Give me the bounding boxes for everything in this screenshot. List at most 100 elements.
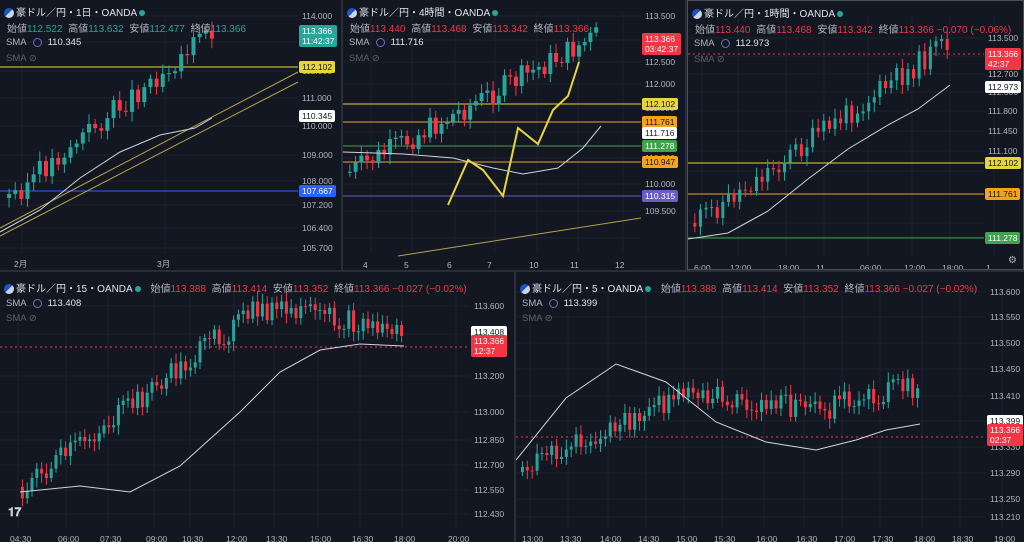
- time-tick-label: 16:00: [756, 534, 778, 542]
- candle-body: [284, 301, 288, 314]
- pane-header: 豪ドル／円・1時間・OANDA: [692, 5, 847, 20]
- price-tick-label: 113.500: [645, 11, 676, 21]
- time-tick-label: 7: [487, 260, 492, 270]
- candlestick-chart[interactable]: [0, 272, 514, 542]
- chart-pane-4h[interactable]: 豪ドル／円・4時間・OANDA 始値113.440 高値113.468 安値11…: [343, 0, 685, 270]
- sma-label: SMA: [522, 298, 543, 309]
- price-tag-value: 113.399: [990, 416, 1021, 426]
- candle-body: [44, 473, 48, 479]
- candlestick-chart[interactable]: [688, 1, 1023, 269]
- price-tick-label: 113.410: [990, 391, 1021, 401]
- sma-legend[interactable]: SMA 112.973: [694, 38, 769, 49]
- candle-body: [878, 80, 882, 98]
- sma-settings-icon[interactable]: [32, 37, 42, 47]
- candle-body: [774, 400, 778, 409]
- price-tick-label: 112.850: [474, 435, 505, 445]
- candle-body: [594, 441, 598, 444]
- time-tick-label: 12:00: [730, 263, 752, 270]
- price-tag: 112.102: [299, 61, 336, 73]
- gear-icon[interactable]: ⚙: [1008, 255, 1017, 266]
- candle-body: [318, 310, 322, 312]
- candle-body: [185, 53, 190, 56]
- sma-legend-hidden[interactable]: SMA ⊘: [6, 53, 37, 64]
- ohlc-label: 高値: [756, 25, 777, 36]
- candle-body: [720, 386, 724, 402]
- price-tick-label: 109.500: [645, 206, 676, 216]
- price-tick-label: 110.000: [302, 121, 333, 131]
- price-tag: 113.366 03:42:37: [642, 33, 682, 55]
- candle-body: [150, 382, 154, 393]
- sma-legend[interactable]: SMA 113.399: [522, 298, 597, 309]
- candle-body: [777, 169, 781, 173]
- candle-body: [416, 135, 421, 149]
- candle-body: [387, 139, 392, 155]
- candlestick-chart[interactable]: [0, 0, 341, 270]
- symbol-title[interactable]: 豪ドル／円・1日・OANDA: [16, 8, 138, 19]
- symbol-title[interactable]: 豪ドル／円・5・OANDA: [532, 284, 644, 295]
- ohlc-value: 113.352: [292, 284, 329, 295]
- sma-settings-icon[interactable]: [720, 38, 730, 48]
- price-tick-label: 113.500: [988, 33, 1019, 43]
- sma-legend-hidden[interactable]: SMA ⊘: [6, 313, 37, 324]
- chart-pane-5m[interactable]: 豪ドル／円・5・OANDA 始値113.388 高値113.414 安値113.…: [516, 272, 1024, 542]
- change-value: −0.027 (−0.02%): [902, 284, 978, 295]
- eye-hidden-icon[interactable]: ⊘: [28, 313, 37, 324]
- candle-body: [704, 207, 708, 210]
- symbol-title[interactable]: 豪ドル／円・4時間・OANDA: [359, 8, 491, 19]
- candlestick-chart[interactable]: [343, 0, 685, 270]
- pane-divider[interactable]: [341, 0, 343, 270]
- sma-settings-icon[interactable]: [375, 37, 385, 47]
- time-tick-label: 04:30: [10, 534, 32, 542]
- chart-pane-15m[interactable]: 豪ドル／円・15・OANDA 始値113.388 高値113.414 安値113…: [0, 272, 514, 542]
- sma-settings-icon[interactable]: [32, 298, 42, 308]
- pane-divider[interactable]: [685, 0, 687, 270]
- sma-legend[interactable]: SMA 113.408: [6, 298, 81, 309]
- eye-hidden-icon[interactable]: ⊘: [28, 53, 37, 64]
- time-tick-label: 5: [404, 260, 409, 270]
- candlestick-chart[interactable]: [516, 272, 1024, 542]
- candle-body: [370, 160, 375, 164]
- sma-legend[interactable]: SMA 110.345: [6, 37, 81, 48]
- chart-pane-daily[interactable]: 豪ドル／円・1日・OANDA 始値112.522 高値113.632 安値112…: [0, 0, 341, 270]
- candle-body: [912, 69, 916, 79]
- pane-divider[interactable]: [0, 270, 1024, 272]
- candle-body: [738, 189, 742, 202]
- candle-body: [280, 301, 284, 310]
- ohlc-value: 113.342: [492, 24, 528, 35]
- sma-legend-hidden[interactable]: SMA ⊘: [694, 54, 725, 65]
- sma-legend[interactable]: SMA 111.716: [349, 37, 424, 48]
- candle-body: [342, 328, 346, 330]
- sma-legend-hidden[interactable]: SMA ⊘: [522, 313, 553, 324]
- candle-body: [711, 398, 715, 404]
- pane-header: 豪ドル／円・1日・OANDA: [4, 4, 149, 19]
- candle-body: [886, 382, 890, 402]
- candle-body: [294, 307, 298, 319]
- price-tick-label: 105.700: [302, 243, 333, 253]
- sma-legend-hidden[interactable]: SMA ⊘: [349, 53, 380, 64]
- price-tag: 112.102: [642, 98, 679, 110]
- pane-divider[interactable]: [514, 272, 516, 542]
- trend-line: [397, 217, 642, 257]
- time-tick-label: 16:30: [796, 534, 818, 542]
- eye-hidden-icon[interactable]: ⊘: [371, 53, 380, 64]
- candle-body: [872, 97, 876, 103]
- price-tag: 113.366 11:42:37: [299, 25, 338, 47]
- price-tick-label: 113.500: [990, 338, 1021, 348]
- tradingview-logo[interactable]: 𝟏𝟕: [8, 505, 22, 519]
- ohlc-value: 113.440: [715, 25, 751, 36]
- symbol-title[interactable]: 豪ドル／円・1時間・OANDA: [704, 9, 836, 20]
- price-tag-value: 107.667: [302, 186, 333, 196]
- candle-body: [212, 329, 216, 339]
- market-status-icon: [492, 10, 499, 17]
- symbol-title[interactable]: 豪ドル／円・15・OANDA: [16, 284, 133, 295]
- sma-value: 110.345: [47, 37, 82, 48]
- sma-settings-icon[interactable]: [548, 298, 558, 308]
- candle-body: [164, 378, 168, 389]
- eye-hidden-icon[interactable]: ⊘: [544, 313, 553, 324]
- candle-body: [508, 75, 513, 77]
- eye-hidden-icon[interactable]: ⊘: [716, 54, 725, 65]
- time-tick-label: 18:00: [394, 534, 416, 542]
- sma-label: SMA: [694, 38, 715, 49]
- candle-body: [603, 436, 607, 439]
- chart-pane-1h[interactable]: 豪ドル／円・1時間・OANDA 始値113.440 高値113.468 安値11…: [687, 0, 1024, 270]
